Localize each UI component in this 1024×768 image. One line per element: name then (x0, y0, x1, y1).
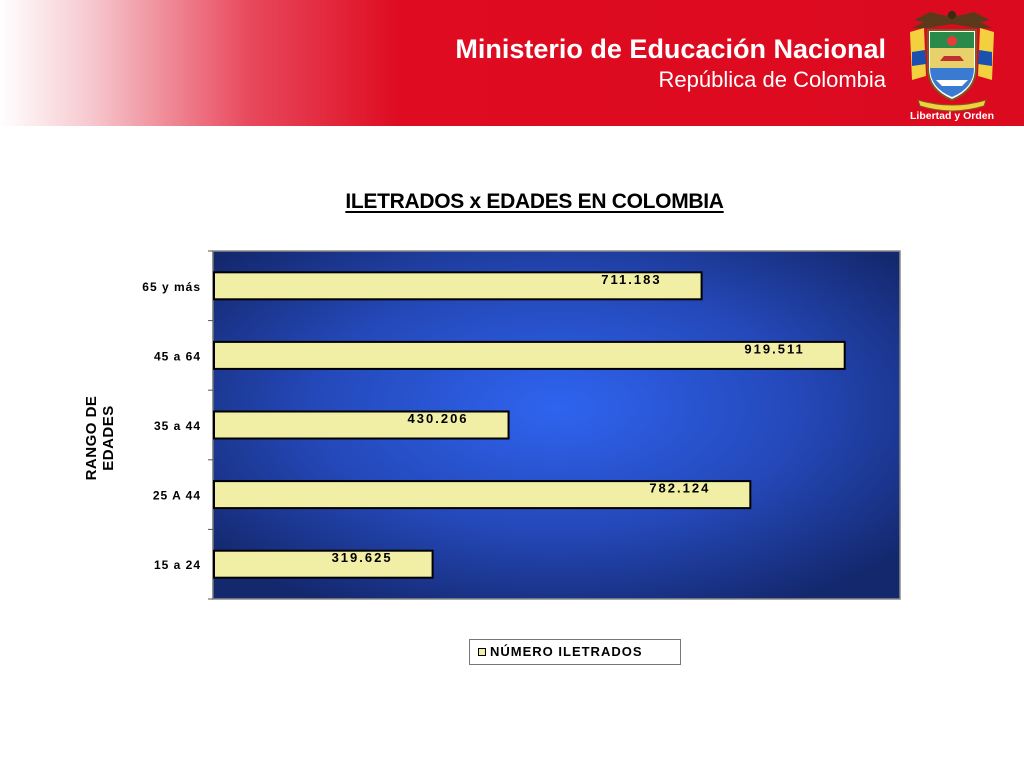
y-tick-label: 15 a 24 (154, 558, 201, 572)
y-tick-label: 45 a 64 (154, 349, 201, 363)
chart-title-text: ILETRADOS x EDADES EN COLOMBIA (345, 190, 724, 213)
bar-3 (213, 410, 510, 440)
y-tick-label: 35 a 44 (154, 419, 201, 433)
header-banner: Ministerio de Educación Nacional Repúbli… (0, 0, 1024, 126)
bar-2 (213, 480, 752, 510)
logo-motto: Libertad y Orden (910, 110, 994, 122)
y-tick-label: 65 y más (142, 280, 201, 294)
chart-title: ILETRADOS x EDADES EN COLOMBIA (0, 190, 1024, 214)
bar-4 (213, 340, 846, 370)
bar-1 (213, 549, 434, 579)
bar-5 (213, 271, 703, 301)
coat-of-arms-logo: Libertad y Orden (910, 10, 994, 122)
bar-value-label: 919.511 (744, 341, 804, 356)
chart-legend: NÚMERO ILETRADOS (469, 639, 681, 665)
legend-label: NÚMERO ILETRADOS (490, 644, 643, 659)
ministry-title: Ministerio de Educación Nacional (455, 34, 886, 64)
legend-swatch (478, 648, 486, 656)
bar-value-label: 319.625 (332, 550, 393, 565)
bar-value-label: 430.206 (408, 411, 469, 426)
ministry-subtitle: República de Colombia (658, 67, 886, 92)
bar-value-label: 782.124 (649, 481, 710, 496)
bar-value-label: 711.183 (601, 272, 661, 287)
y-tick-label: 25 A 44 (153, 489, 201, 503)
